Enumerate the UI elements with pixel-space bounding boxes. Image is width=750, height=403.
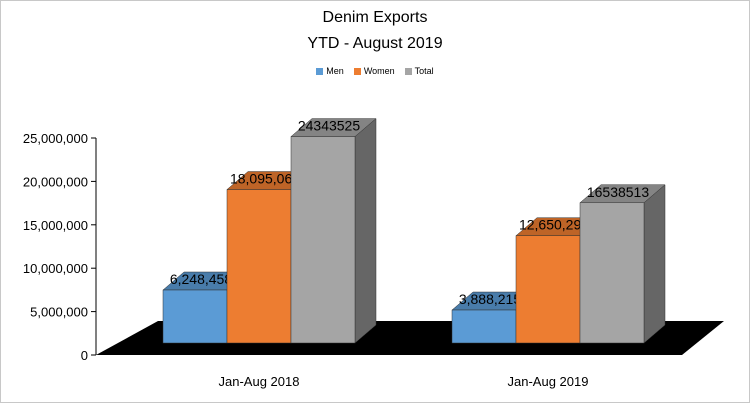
data-label-women: 18,095,067 [230,171,300,187]
y-tick-label: 0 [81,348,88,363]
data-label-men: 6,248,458 [170,271,232,287]
legend-item-men: Men [316,66,344,76]
y-tick-label: 20,000,000 [23,174,88,189]
legend-swatch-women [353,67,361,75]
bar-total [579,202,645,344]
data-label-women: 12,650,298 [519,217,589,233]
y-tick-label: 5,000,000 [30,305,88,320]
legend-label-women: Women [363,66,395,76]
bar-women [226,189,292,344]
chart-legend: Men Women Total [0,66,750,76]
y-tick-label: 25,000,000 [23,131,88,146]
bar-side-total [354,118,377,344]
chart-title: Denim Exports [322,9,428,26]
bar-total [290,136,356,344]
x-tick-label: Jan-Aug 2019 [508,374,589,389]
bar-side-total [643,184,666,344]
legend-swatch-men [316,67,324,75]
legend-swatch-total [404,67,412,75]
bar-women [515,235,581,344]
y-tick-label: 15,000,000 [23,218,88,233]
legend-label-men: Men [326,66,344,76]
y-tick-label: 10,000,000 [23,261,88,276]
legend-item-women: Women [353,66,395,76]
bar-men [162,289,228,344]
chart-subtitle: YTD - August 2019 [307,35,443,52]
data-label-men: 3,888,215 [459,291,521,307]
x-tick-label: Jan-Aug 2018 [219,374,300,389]
legend-item-total: Total [404,66,434,76]
data-label-total: 24343525 [298,118,361,134]
legend-label-total: Total [414,66,434,76]
data-label-total: 16538513 [587,184,650,200]
bar-men [451,309,517,344]
